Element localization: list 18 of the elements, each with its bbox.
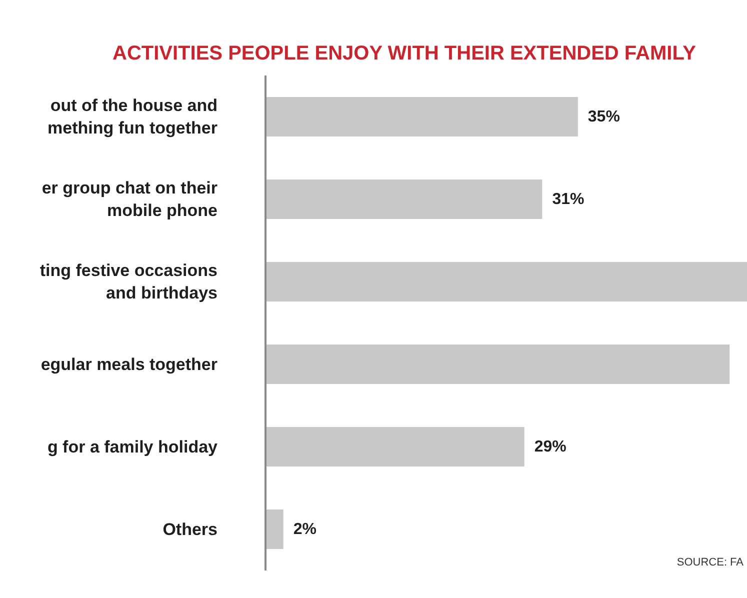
bar	[266, 262, 747, 302]
bar	[266, 96, 578, 137]
y-tick-label: egular meals together	[40, 354, 218, 374]
bar	[266, 426, 524, 467]
y-tick-label: out of the house and mething fun together	[48, 96, 218, 138]
data-label: 29%	[534, 438, 566, 456]
annotation: SOURCE: FA	[676, 556, 744, 568]
data-label: 35%	[588, 108, 620, 126]
y-tick-label: er group chat on their mobile phone	[42, 178, 218, 220]
y-tick-label: g for a family holiday	[47, 437, 218, 456]
bar	[266, 344, 730, 384]
y-tick-label: Others	[162, 520, 218, 539]
data-label: 31%	[552, 190, 584, 208]
bar	[266, 509, 284, 550]
bar	[266, 179, 542, 220]
data-label: 2%	[293, 520, 316, 538]
chart-title: ACTIVITIES PEOPLE ENJOY WITH THEIR EXTENDED FAMILY	[112, 42, 697, 64]
y-tick-label: ting festive occasions and birthdays	[40, 260, 218, 303]
